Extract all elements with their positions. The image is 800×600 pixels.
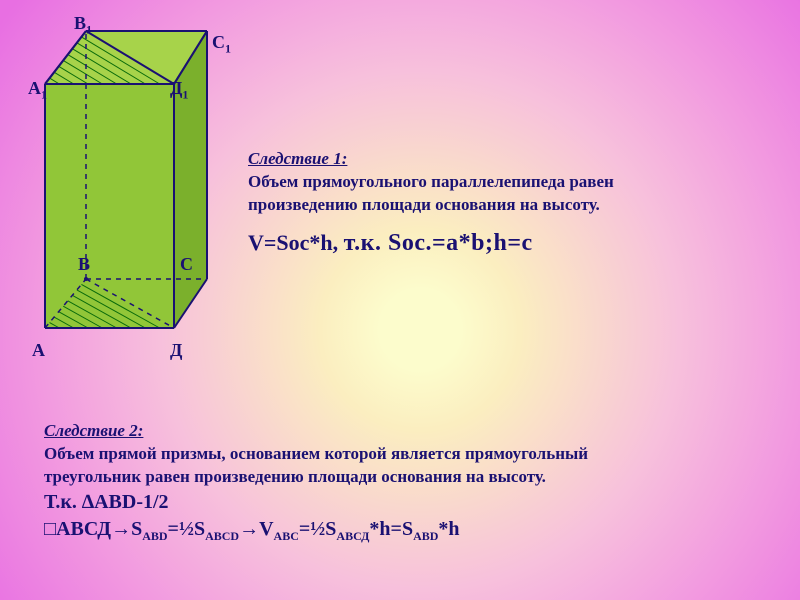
slide-background: А Д В С А1 Д1 В1 С1 Следствие 1: Объем п…: [0, 0, 800, 600]
corollary-2-line3: Т.к. ∆АВD-1/2: [44, 489, 588, 516]
corollary-1-title: Следствие 1:: [248, 148, 614, 171]
formula-prefix: V=Sос*h,: [248, 230, 344, 255]
formula-em: т.к. Sос.=a*b;h=c: [344, 230, 533, 256]
corollary-1-formula: V=Sос*h, т.к. Sос.=a*b;h=c: [248, 227, 614, 259]
corollary-2-title: Следствие 2:: [44, 420, 588, 443]
corollary-2: Следствие 2: Объем прямой призмы, основа…: [44, 420, 588, 544]
corollary-1-line2: произведению площади основания на высоту…: [248, 194, 614, 217]
vertex-label-a: А: [32, 340, 45, 361]
vertex-label-c: С: [180, 254, 193, 275]
line3-rest: ∆АВD-1/2: [82, 491, 169, 513]
vertex-label-a1: А1: [28, 78, 47, 103]
corollary-2-line4: □АВСД→SABD=½SABCD→VABC=½SАВСД*h=SABD*h: [44, 516, 588, 544]
vertex-label-b1: В1: [74, 13, 92, 38]
corollary-1: Следствие 1: Объем прямоугольного паралл…: [248, 148, 614, 259]
corollary-2-line1: Объем прямой призмы, основанием которой …: [44, 443, 588, 466]
vertex-label-b: В: [78, 254, 90, 275]
vertex-label-d: Д: [170, 340, 182, 361]
line3-prefix: Т.к.: [44, 491, 82, 513]
vertex-label-d1: Д1: [170, 78, 188, 103]
corollary-2-line2: треугольник равен произведению площади о…: [44, 466, 588, 489]
vertex-label-c1: С1: [212, 32, 231, 57]
corollary-1-line1: Объем прямоугольного параллелепипеда рав…: [248, 171, 614, 194]
